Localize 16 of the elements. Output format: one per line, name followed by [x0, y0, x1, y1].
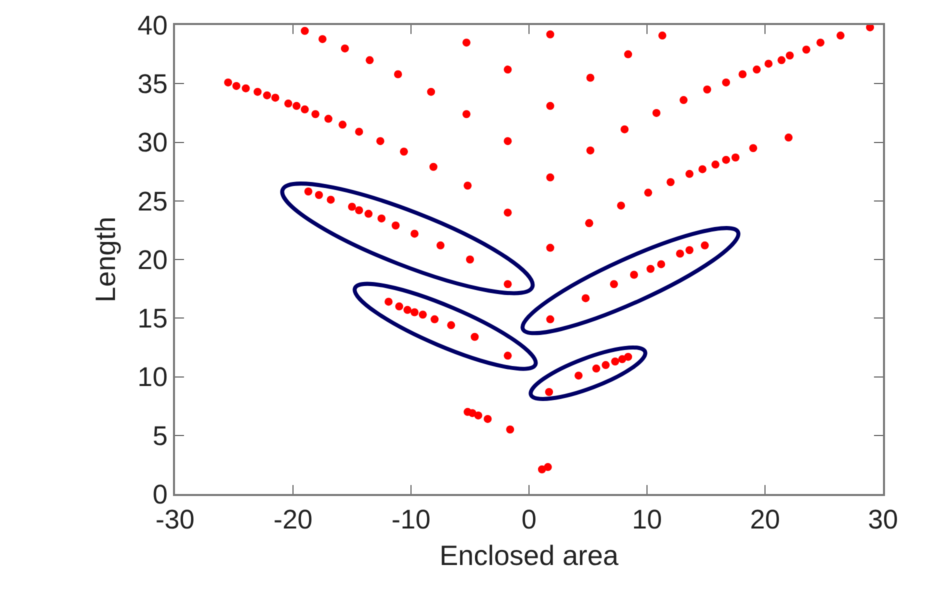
y-tick-label: 25 — [138, 186, 168, 216]
x-tick-label: 0 — [521, 504, 537, 534]
x-tick-label: -10 — [391, 504, 431, 534]
x-tick-label: 20 — [750, 504, 780, 534]
y-tick-label: 40 — [138, 10, 168, 40]
x-tick-label: 30 — [868, 504, 898, 534]
x-tick-label: -20 — [273, 504, 313, 534]
x-tick-label: 10 — [632, 504, 662, 534]
y-tick-label: 20 — [138, 244, 168, 275]
y-axis-title: Length — [90, 216, 121, 302]
y-tick-label: 35 — [138, 69, 168, 100]
x-axis-title: Enclosed area — [439, 540, 619, 571]
y-tick-label: 15 — [138, 304, 168, 334]
y-tick-label: 30 — [138, 128, 168, 158]
y-tick-label: 10 — [138, 362, 168, 392]
y-tick-label: 5 — [152, 420, 168, 451]
